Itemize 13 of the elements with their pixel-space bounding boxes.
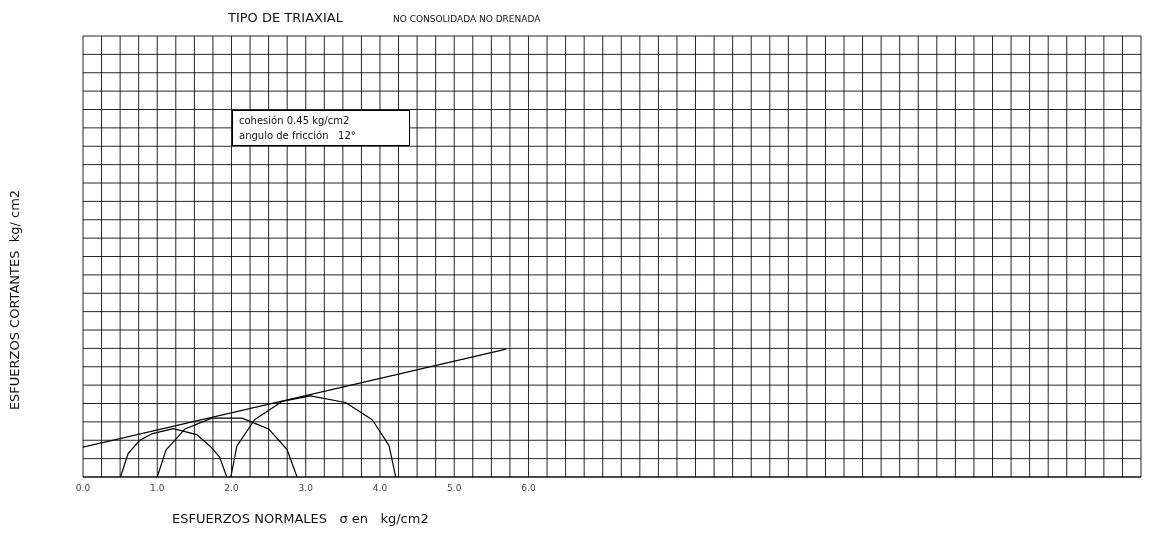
x-tick-label: 6.0 (521, 483, 536, 494)
y-axis-title: ESFUERZOS CORTANTES kg/ cm2 (6, 189, 22, 411)
x-tick-label: 0.0 (75, 483, 91, 494)
x-axis-title: ESFUERZOS NORMALES σ en kg/cm2 (172, 511, 429, 526)
x-tick-label: 5.0 (447, 483, 462, 494)
x-tick-label: 1.0 (150, 483, 165, 494)
chart-subtitle: NO CONSOLIDADA NO DRENADA (393, 14, 541, 24)
chart-title: TIPO DE TRIAXIAL (228, 10, 343, 25)
x-tick-label: 4.0 (372, 483, 388, 494)
x-tick-label: 2.0 (224, 483, 239, 494)
text: angulo de fricción 12° (239, 129, 357, 143)
x-tick-label: 3.0 (298, 483, 314, 494)
text: cohesión 0.45 kg/cm2 (239, 114, 351, 128)
